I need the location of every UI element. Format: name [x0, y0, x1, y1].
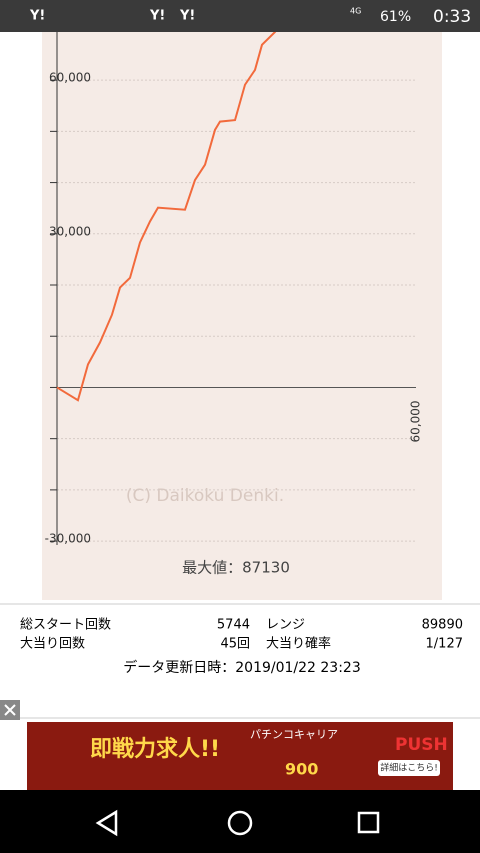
stat-label: 大当り確率 — [266, 636, 331, 652]
max-value: 最大値：87130 — [182, 559, 290, 577]
nav-home[interactable] — [227, 810, 253, 836]
data-line — [56, 32, 277, 402]
status-icon: Y! — [179, 9, 195, 24]
close-icon — [4, 704, 16, 716]
stat-label: レンジ — [266, 618, 305, 633]
network: 4G — [350, 7, 361, 16]
battery: 61% — [380, 9, 411, 25]
ad-headline: 即戦力求人!! — [90, 737, 220, 762]
ad-brand: パチンコキャリア — [250, 728, 338, 741]
ad-banner[interactable] — [27, 722, 453, 790]
chart-bg — [42, 32, 442, 600]
nav-recent[interactable] — [357, 811, 380, 834]
stat-value: 89890 — [422, 618, 463, 633]
status-icon: Y! — [149, 9, 165, 24]
ad-cta-bg — [378, 760, 440, 776]
y-tick-label: 60,000 — [49, 71, 91, 85]
watermark: (C) Daikoku Denki. — [126, 486, 284, 506]
status-icon: Y! — [29, 9, 45, 24]
stat-label: 大当り回数 — [20, 637, 85, 652]
ad-price: 900 — [285, 760, 318, 779]
y-tick-label: 30,000 — [49, 224, 91, 238]
updated: データ更新日時：2019/01/22 23:23 — [123, 659, 361, 676]
status-bar — [0, 0, 480, 32]
ad-push: PUSH — [395, 735, 448, 755]
stat-label: 総スタート回数 — [20, 618, 111, 633]
stat-value: 5744 — [217, 618, 250, 633]
nav-back[interactable] — [95, 809, 118, 837]
clock: 0:33 — [433, 7, 471, 27]
nav-bar — [0, 790, 480, 853]
stat-value: 1/127 — [426, 637, 463, 652]
stat-value: 45回 — [220, 637, 250, 652]
ad-cta: 詳細はこちら! — [380, 762, 438, 774]
y-tick-label: -30,000 — [45, 532, 91, 546]
x-tick-label: 60,000 — [409, 400, 423, 442]
